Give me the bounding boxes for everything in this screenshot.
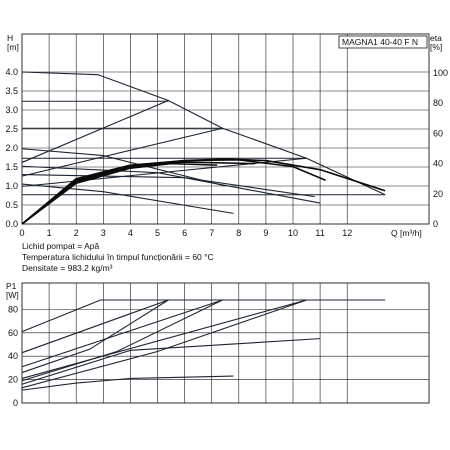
qh-y-tick: 4.0 (5, 67, 18, 77)
qh-x-tick: 4 (128, 228, 133, 238)
eta-curve (21, 159, 326, 225)
qh-y-tick: 2.5 (5, 124, 18, 134)
eta-tick: 80 (433, 98, 443, 108)
qh-y-title: H (7, 33, 13, 43)
qh-x-tick: 11 (315, 228, 324, 238)
qh-y-unit: [m] (7, 42, 19, 52)
p1-curve-constant-pressure (21, 299, 169, 354)
info-line-fluid: Lichid pompat = Apă (22, 241, 100, 251)
qh-y-tick: 3.5 (5, 86, 18, 96)
eta-tick: 20 (433, 189, 443, 199)
qh-x-tick: 8 (236, 228, 241, 238)
p1-curve-fixed-speed (21, 375, 234, 391)
qh-frame (21, 33, 430, 225)
qh-y-tick: 1.0 (5, 181, 18, 191)
p1-curve-constant-pressure (21, 299, 223, 368)
p1-y-title: P1 (6, 281, 17, 291)
eta-tick: 40 (433, 159, 443, 169)
qh-right-title: eta (430, 33, 442, 43)
p1-frame (21, 282, 430, 404)
p1-curve-proportional-pressure (21, 299, 307, 389)
qh-x-tick: 9 (263, 228, 268, 238)
p1-y-tick: 20 (8, 375, 18, 385)
p1-y-unit: [W] (6, 290, 19, 300)
eta-tick: 100 (433, 68, 448, 78)
p1-curve-constant-pressure (21, 299, 307, 379)
qh-y-tick: 1.5 (5, 162, 18, 172)
p1-y-tick: 0 (13, 398, 18, 408)
p1-grid (22, 283, 429, 403)
qh-curve-fixed-speed (21, 165, 321, 204)
qh-ticks: 0 1 2 3 4 5 6 7 8 9 10 11 120.00.51.01.52.02.53.03.5… (5, 67, 448, 238)
p1-curve-proportional-pressure (21, 299, 169, 374)
model-label: MAGNA1 40-40 F N (342, 37, 418, 47)
qh-curves (21, 71, 386, 225)
qh-curve-max-curve (21, 71, 386, 196)
qh-curve-fixed-speed (21, 183, 234, 214)
qh-x-tick: 10 (288, 228, 298, 238)
eta-tick: 0 (433, 219, 438, 229)
qh-right-unit: [%] (430, 42, 442, 52)
qh-y-tick: 0.0 (5, 219, 18, 229)
p1-y-tick: 40 (8, 351, 18, 361)
p1-curve-fixed-speed (21, 338, 321, 385)
qh-curve-fixed-speed (21, 174, 315, 198)
qh-x-tick: 6 (182, 228, 187, 238)
qh-curve-fixed-speed (21, 148, 226, 187)
qh-x-title: Q [m³/h] (391, 228, 422, 238)
qh-x-tick: 12 (342, 228, 352, 238)
p1-ticks: 0 20 40 60 80 (8, 304, 18, 408)
p1-curve-proportional-pressure (21, 299, 223, 382)
info-line-temperature: Temperatura lichidului în timpul funcțio… (22, 252, 214, 262)
eta-tick: 60 (433, 128, 443, 138)
qh-x-tick: 5 (155, 228, 160, 238)
qh-y-tick: 3.0 (5, 105, 18, 115)
model-box (338, 35, 428, 49)
p1-curves (21, 299, 386, 391)
qh-x-tick: 2 (74, 228, 79, 238)
qh-y-tick: 0.5 (5, 200, 18, 210)
eta-curve (21, 162, 218, 225)
p1-curve-max (21, 299, 386, 333)
eta-curve (21, 161, 256, 225)
p1-y-tick: 60 (8, 328, 18, 338)
p1-y-tick: 80 (8, 304, 18, 314)
qh-curve-proportional-pressure (21, 99, 169, 163)
info-line-density: Densitate = 983.2 kg/m³ (22, 263, 113, 273)
qh-x-tick: 0 (19, 228, 24, 238)
qh-x-tick: 1 (47, 228, 52, 238)
qh-x-tick: 3 (101, 228, 106, 238)
qh-y-tick: 2.0 (5, 143, 18, 153)
qh-x-tick: 7 (209, 228, 214, 238)
